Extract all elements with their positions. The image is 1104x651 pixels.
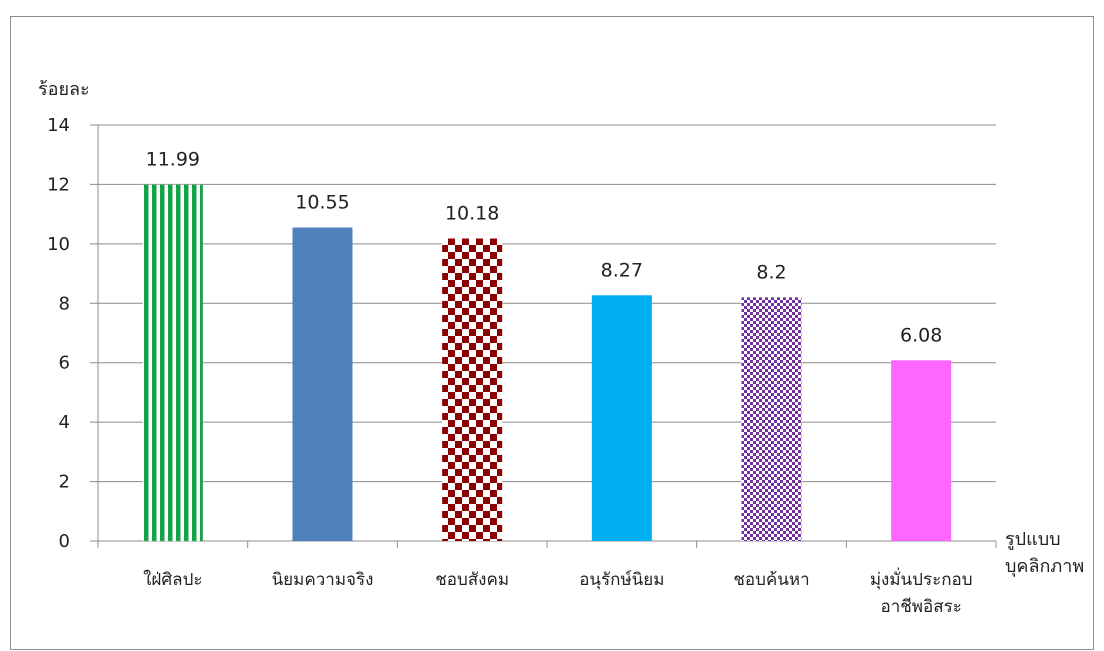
y-tick-label: 0 <box>59 531 70 552</box>
bar <box>143 185 203 541</box>
bar <box>891 360 951 541</box>
x-tick-label: มุ่งมั่นประกอบ <box>870 567 973 590</box>
data-label: 10.55 <box>295 192 349 214</box>
bar <box>592 295 652 541</box>
y-tick-label: 10 <box>47 234 70 255</box>
x-tick-label: อาชีพอิสระ <box>880 597 961 617</box>
y-axis-title: ร้อยละ <box>38 79 90 100</box>
gridlines <box>90 125 996 548</box>
y-tick-label: 4 <box>59 412 70 433</box>
y-tick-label: 2 <box>59 472 70 493</box>
bar <box>742 297 802 541</box>
data-label: 8.2 <box>756 261 786 283</box>
data-label: 6.08 <box>900 324 942 346</box>
y-tick-label: 12 <box>47 174 70 195</box>
data-label: 11.99 <box>146 149 200 171</box>
data-label: 10.18 <box>445 203 499 225</box>
x-tick-label: ใฝ่ศิลปะ <box>143 569 202 590</box>
bar <box>442 239 502 541</box>
y-tick-label: 6 <box>59 353 70 374</box>
x-axis-title: รูปแบบ <box>1005 529 1061 550</box>
x-tick-label: อนุรักษ์นิยม <box>579 570 664 590</box>
x-axis-title: บุคลิกภาพ <box>1005 556 1084 577</box>
x-tick-label: ชอบสังคม <box>435 570 509 590</box>
y-tick-label: 8 <box>59 293 70 314</box>
x-tick-label: ชอบค้นหา <box>733 570 809 590</box>
bar <box>293 228 353 541</box>
data-label: 8.27 <box>601 259 643 281</box>
y-tick-label: 14 <box>47 115 70 136</box>
x-tick-label: นิยมความจริง <box>272 570 374 590</box>
